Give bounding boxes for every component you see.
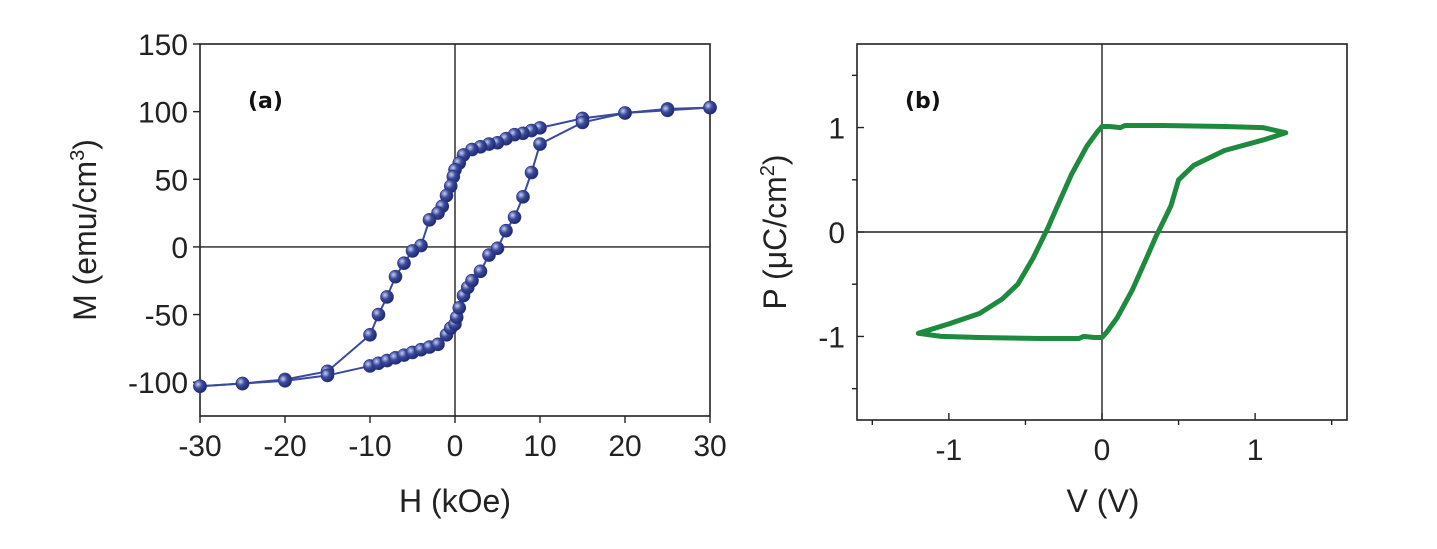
x-tick-label: -30 xyxy=(178,430,221,463)
panel-a-x-axis-title: H (kOe) xyxy=(399,483,511,519)
series-line xyxy=(915,123,1289,341)
y-tick-label: 0 xyxy=(828,217,845,250)
x-tick-label: 1 xyxy=(1247,434,1264,467)
x-tick-label: -20 xyxy=(263,430,306,463)
panel-b-polarization-chart: -1 0 1 -1 0 1 (b) V (V) P (μC/cm2) xyxy=(757,43,1348,519)
y-tick-label: 1 xyxy=(828,113,845,146)
x-tick-label: -1 xyxy=(936,434,963,467)
y-tick-label: 50 xyxy=(155,164,188,197)
data-point xyxy=(371,307,386,322)
panel-b-y-axis-title-main: P (μC/cm xyxy=(757,176,793,309)
data-point xyxy=(452,300,467,315)
panel-b-data-series xyxy=(915,123,1289,341)
x-tick-label: 10 xyxy=(523,430,556,463)
y-tick-label: -1 xyxy=(818,321,845,354)
data-point xyxy=(465,273,479,288)
x-tick-label: 0 xyxy=(447,430,464,463)
data-point xyxy=(516,190,530,204)
data-point xyxy=(235,376,250,391)
x-tick-label: 30 xyxy=(693,430,726,463)
data-point xyxy=(397,256,411,270)
data-point xyxy=(380,290,394,304)
data-point xyxy=(363,328,377,342)
panel-b-label: (b) xyxy=(905,89,941,114)
panel-a-data-series xyxy=(193,100,717,394)
panel-b-x-axis-title: V (V) xyxy=(1067,483,1140,519)
panel-a-y-axis-title-superscript: 3 xyxy=(67,150,89,161)
data-point xyxy=(490,241,505,256)
x-tick-label: 0 xyxy=(1094,434,1111,467)
data-point xyxy=(405,244,420,258)
data-point xyxy=(660,103,675,118)
data-point xyxy=(278,374,292,388)
panel-a-y-axis-title-main: M (emu/cm xyxy=(67,161,103,321)
panel-b-y-axis-title: P (μC/cm2) xyxy=(757,154,793,309)
panel-a-y-axis-title-tail: ) xyxy=(67,139,103,150)
data-point xyxy=(388,269,403,284)
data-point xyxy=(507,210,522,224)
data-point xyxy=(524,165,539,180)
y-tick-label: -100 xyxy=(128,367,188,400)
data-point xyxy=(193,379,207,394)
y-tick-label: 100 xyxy=(138,97,188,130)
panel-b-y-axis-title-tail: ) xyxy=(757,154,793,165)
data-point xyxy=(703,100,717,115)
x-tick-label: -10 xyxy=(348,430,391,463)
y-tick-label: 150 xyxy=(138,29,188,62)
y-tick-label: 0 xyxy=(171,232,188,265)
data-point xyxy=(618,106,632,120)
panel-b-y-axis-title-superscript: 2 xyxy=(757,165,779,176)
data-point xyxy=(473,264,488,279)
panel-a-y-axis-title: M (emu/cm3) xyxy=(67,139,103,321)
data-point xyxy=(422,213,437,227)
y-tick-label: -50 xyxy=(145,300,188,333)
data-point xyxy=(575,115,590,130)
x-tick-label: 20 xyxy=(608,430,641,463)
data-point xyxy=(499,223,513,238)
panel-a-label: (a) xyxy=(248,89,283,114)
panel-b-ticks: -1 0 1 -1 0 1 xyxy=(818,74,1333,467)
data-point xyxy=(431,337,445,352)
data-point xyxy=(533,137,547,151)
data-point xyxy=(320,368,335,383)
